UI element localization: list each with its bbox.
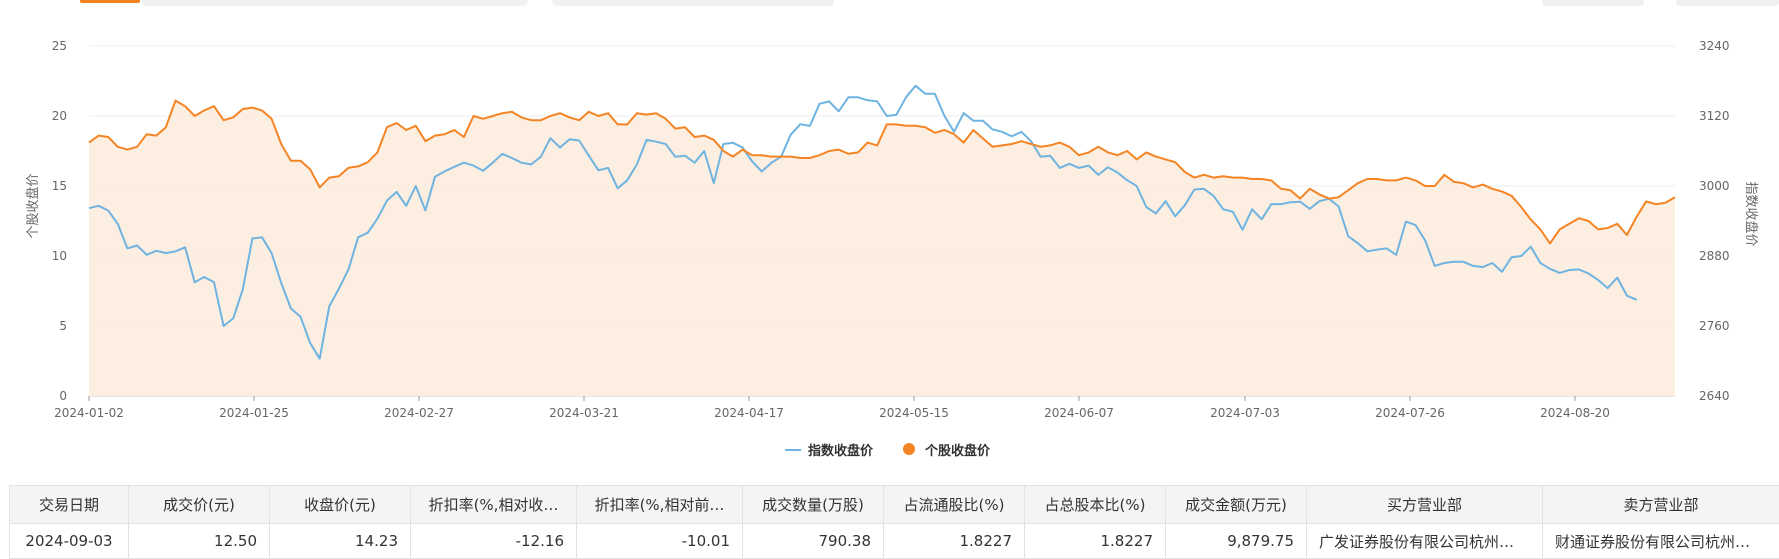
col-header-deal-price[interactable]: 成交价(元) <box>129 486 270 524</box>
cell-seller[interactable]: 财通证券股份有限公司杭州… <box>1543 524 1779 559</box>
x-tick-label: 2024-08-20 <box>1540 406 1610 420</box>
col-header-trade-date[interactable]: 交易日期 <box>10 486 129 524</box>
x-tick-label: 2024-07-03 <box>1210 406 1280 420</box>
left-tick-label: 25 <box>52 39 67 53</box>
right-tick-label: 2880 <box>1699 249 1730 263</box>
left-tick-label: 5 <box>59 319 67 333</box>
x-tick-label: 2024-04-17 <box>714 406 784 420</box>
cell-close-price: 14.23 <box>270 524 411 559</box>
legend-stock-marker <box>903 443 915 455</box>
x-tick-label: 2024-01-25 <box>219 406 289 420</box>
x-tick-label: 2024-03-21 <box>549 406 619 420</box>
x-tick-label: 2024-06-07 <box>1044 406 1114 420</box>
table-header-row: 交易日期 成交价(元) 收盘价(元) 折扣率(%,相对收… 折扣率(%,相对前…… <box>10 486 1779 524</box>
col-header-discount-prev[interactable]: 折扣率(%,相对前… <box>577 486 743 524</box>
cell-discount-close: -12.16 <box>411 524 577 559</box>
x-tick-label: 2024-07-26 <box>1375 406 1445 420</box>
right-axis-title: 指数收盘价 <box>1743 181 1759 246</box>
right-tick-label: 2760 <box>1699 319 1730 333</box>
cell-total-ratio: 1.8227 <box>1025 524 1166 559</box>
table-row: 2024-09-03 12.50 14.23 -12.16 -10.01 790… <box>10 524 1779 559</box>
left-tick-label: 20 <box>52 109 67 123</box>
col-header-float-ratio[interactable]: 占流通股比(%) <box>884 486 1025 524</box>
left-axis-title: 个股收盘价 <box>25 173 41 238</box>
cell-deal-price: 12.50 <box>129 524 270 559</box>
stock-area-fill <box>89 101 1675 396</box>
right-tick-label: 3120 <box>1699 109 1730 123</box>
x-tick-label: 2024-05-15 <box>879 406 949 420</box>
legend-index-label[interactable]: 指数收盘价 <box>808 443 874 459</box>
cell-buyer[interactable]: 广发证券股份有限公司杭州… <box>1307 524 1543 559</box>
block-trade-table: 交易日期 成交价(元) 收盘价(元) 折扣率(%,相对收… 折扣率(%,相对前…… <box>9 485 1779 559</box>
cell-amount: 9,879.75 <box>1166 524 1307 559</box>
col-header-total-ratio[interactable]: 占总股本比(%) <box>1025 486 1166 524</box>
cell-trade-date: 2024-09-03 <box>10 524 129 559</box>
right-tick-label: 3240 <box>1699 39 1730 53</box>
cell-volume: 790.38 <box>743 524 884 559</box>
col-header-seller[interactable]: 卖方营业部 <box>1543 486 1779 524</box>
col-header-amount[interactable]: 成交金额(万元) <box>1166 486 1307 524</box>
x-tick-label: 2024-02-27 <box>384 406 454 420</box>
cell-discount-prev: -10.01 <box>577 524 743 559</box>
x-tick-label: 2024-01-02 <box>54 406 124 420</box>
col-header-buyer[interactable]: 买方营业部 <box>1307 486 1543 524</box>
cell-float-ratio: 1.8227 <box>884 524 1025 559</box>
price-line-chart: 0 5 10 15 20 25 2640 2760 2880 3000 3120 3240 2024-0… <box>0 0 1779 480</box>
right-tick-label: 3000 <box>1699 179 1730 193</box>
legend-stock-label[interactable]: 个股收盘价 <box>924 443 991 459</box>
col-header-volume[interactable]: 成交数量(万股) <box>743 486 884 524</box>
right-tick-label: 2640 <box>1699 389 1730 403</box>
col-header-close-price[interactable]: 收盘价(元) <box>270 486 411 524</box>
chart-legend[interactable]: 指数收盘价 个股收盘价 <box>785 443 991 459</box>
left-tick-label: 15 <box>52 179 67 193</box>
left-tick-label: 0 <box>59 389 67 403</box>
stock-area <box>89 101 1675 396</box>
left-tick-label: 10 <box>52 249 67 263</box>
col-header-discount-close[interactable]: 折扣率(%,相对收… <box>411 486 577 524</box>
